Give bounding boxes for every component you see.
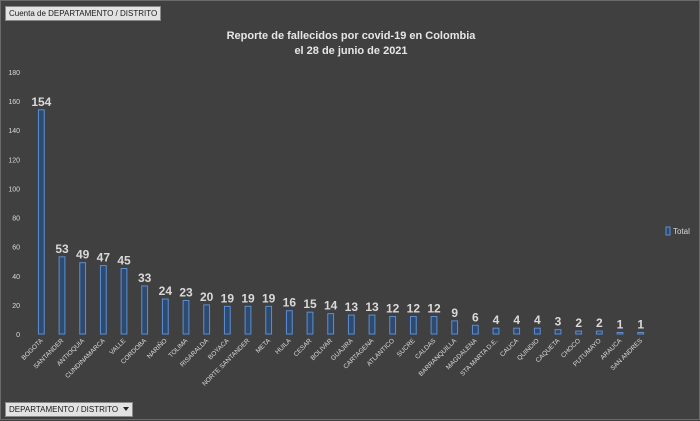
data-label: 16 <box>283 296 297 310</box>
data-label: 4 <box>513 313 520 327</box>
data-label: 49 <box>76 248 90 262</box>
y-axis: 0 20 40 60 80 100 120 140 160 180 <box>8 70 20 339</box>
bar <box>616 332 624 335</box>
bar <box>223 305 231 335</box>
bar <box>79 262 87 335</box>
bar <box>533 327 541 335</box>
data-label: 47 <box>97 251 111 265</box>
bar <box>203 304 211 335</box>
y-tick-label: 80 <box>12 216 20 223</box>
bars <box>37 109 645 335</box>
data-label: 15 <box>303 297 317 311</box>
x-tick-label: NARIÑO <box>145 336 169 360</box>
data-label: 1 <box>617 318 624 332</box>
data-label: 4 <box>534 313 541 327</box>
x-tick-label: CUNDINAMARCA <box>64 337 107 380</box>
data-label: 13 <box>345 300 359 314</box>
data-label: 4 <box>493 313 500 327</box>
legend-label: Total <box>673 227 690 236</box>
data-label: 20 <box>200 290 214 304</box>
bar <box>389 316 397 335</box>
bar <box>58 256 66 335</box>
bar <box>141 285 149 335</box>
chevron-down-icon[interactable] <box>123 407 130 411</box>
legend: Total <box>665 226 690 236</box>
data-label: 3 <box>555 315 562 329</box>
data-label: 24 <box>159 284 173 298</box>
y-tick-label: 0 <box>16 332 20 339</box>
data-label: 2 <box>575 316 582 330</box>
legend-swatch <box>665 226 671 236</box>
data-label: 13 <box>365 300 379 314</box>
y-tick-label: 180 <box>8 70 20 77</box>
bar <box>327 313 335 335</box>
axis-field-button[interactable]: DEPARTAMENTO / DISTRITO <box>5 402 134 417</box>
x-tick-label: HUILA <box>274 337 293 356</box>
data-label: 45 <box>117 254 131 268</box>
chart-subtitle: el 28 de junio de 2021 <box>294 45 407 57</box>
y-tick-label: 100 <box>8 186 20 193</box>
data-label: 9 <box>451 306 458 320</box>
data-label: 33 <box>138 271 152 285</box>
bar <box>265 305 273 335</box>
data-label: 19 <box>221 291 235 305</box>
x-tick-label: BARRANQUILLA <box>418 337 459 378</box>
bar <box>637 332 645 335</box>
axis-field-label: DEPARTAMENTO / DISTRITO <box>9 405 119 414</box>
data-label: 154 <box>31 95 51 109</box>
bar <box>430 316 438 335</box>
bar <box>409 316 417 335</box>
bar <box>595 330 603 335</box>
x-tick-label: STA MARTA D.E. <box>459 337 499 377</box>
y-tick-label: 60 <box>12 245 20 252</box>
x-tick-label: META <box>255 337 273 355</box>
bar <box>368 314 376 335</box>
bar <box>99 265 107 335</box>
data-label: 19 <box>241 291 255 305</box>
bar <box>120 268 128 335</box>
y-tick-label: 140 <box>8 128 20 135</box>
bar <box>37 109 45 335</box>
chart-title: Reporte de fallecidos por covid-19 en Co… <box>227 30 477 42</box>
value-field-button[interactable]: Cuenta de DEPARTAMENTO / DISTRITO <box>5 6 162 21</box>
bar <box>306 311 314 335</box>
data-label: 2 <box>596 316 603 330</box>
bar <box>492 327 500 335</box>
data-label: 53 <box>55 242 69 256</box>
y-tick-label: 120 <box>8 157 20 164</box>
data-label: 14 <box>324 299 338 313</box>
y-tick-label: 40 <box>12 274 20 281</box>
bar <box>285 310 293 335</box>
data-label: 19 <box>262 291 276 305</box>
bar <box>513 327 521 335</box>
y-tick-label: 20 <box>12 303 20 310</box>
x-tick-label: VALLE <box>108 337 127 356</box>
data-label: 12 <box>386 302 400 316</box>
bar <box>347 314 355 335</box>
data-label: 23 <box>179 286 193 300</box>
bar <box>554 329 562 335</box>
bar <box>182 300 190 335</box>
data-label: 1 <box>637 318 644 332</box>
y-tick-label: 160 <box>8 99 20 106</box>
data-label: 6 <box>472 310 479 324</box>
bar <box>161 298 169 335</box>
bar <box>451 320 459 335</box>
data-label: 12 <box>427 302 441 316</box>
bar <box>575 330 583 335</box>
bar <box>471 324 479 335</box>
bar <box>244 305 252 335</box>
data-label: 12 <box>407 302 421 316</box>
